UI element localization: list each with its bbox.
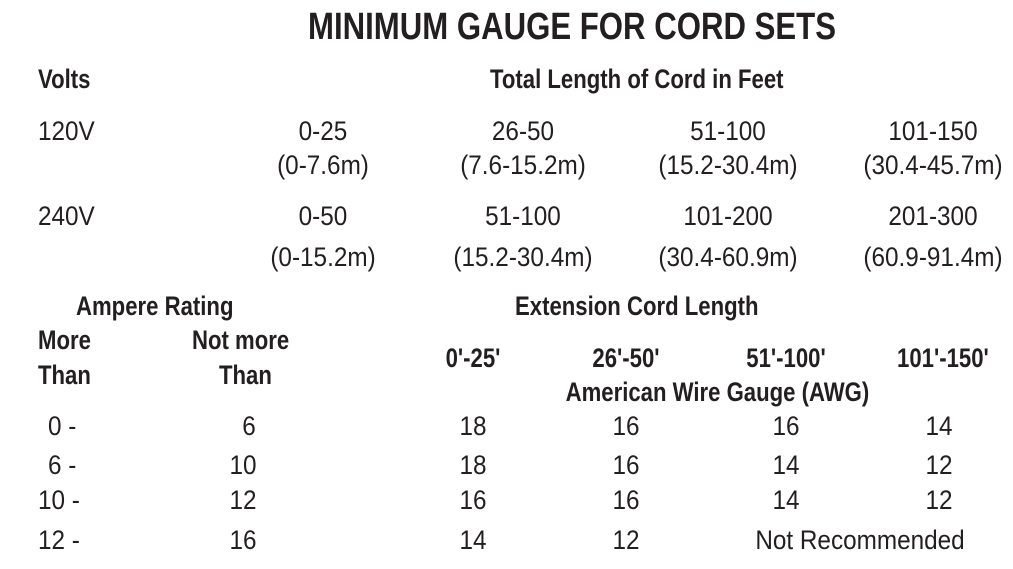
page-title: MINIMUM GAUGE FOR CORD SETS [308, 6, 836, 48]
range-ft: 0-50 [298, 201, 348, 231]
gauge-value: 16 [612, 485, 640, 515]
range-m: (60.9-91.4m) [863, 242, 1003, 272]
not-recommended-note: Not Recommended [755, 525, 965, 555]
total-length-header: Total Length of Cord in Feet [490, 64, 784, 94]
more-than-value: 6 - [48, 450, 77, 480]
more-than-value: 10 - [38, 485, 80, 515]
gauge-value: 16 [459, 485, 487, 515]
range-m: (30.4-60.9m) [658, 242, 798, 272]
length-col-header: 51'-100' [746, 343, 826, 373]
more-than-value: 12 - [38, 525, 80, 555]
gauge-value: 16 [612, 411, 640, 441]
volts-header: Volts [38, 64, 91, 94]
volts-120: 120V [38, 116, 95, 146]
not-more-than-value: 6 [242, 411, 256, 441]
not-more-than-value: 10 [229, 450, 257, 480]
gauge-value: 14 [772, 485, 800, 515]
extension-cord-length-header: Extension Cord Length [515, 291, 759, 321]
range-ft: 101-200 [683, 201, 773, 231]
length-col-header: 101'-150' [897, 343, 989, 373]
gauge-value: 18 [459, 450, 487, 480]
range-ft: 26-50 [491, 116, 555, 146]
more-than-header-line2: Than [38, 360, 91, 390]
range-m: (30.4-45.7m) [863, 150, 1003, 180]
awg-header: American Wire Gauge (AWG) [565, 377, 870, 407]
range-m: (0-7.6m) [277, 150, 369, 180]
not-more-than-header-line2: Than [219, 360, 272, 390]
range-m: (15.2-30.4m) [658, 150, 798, 180]
volts-240: 240V [38, 201, 95, 231]
more-than-header-line1: More [38, 325, 91, 355]
gauge-value: 14 [772, 450, 800, 480]
more-than-value: 0 - [48, 411, 77, 441]
not-more-than-header-line1: Not more [192, 325, 290, 355]
not-more-than-value: 12 [229, 485, 257, 515]
gauge-value: 14 [925, 411, 953, 441]
range-m: (15.2-30.4m) [453, 242, 593, 272]
gauge-value: 12 [925, 450, 953, 480]
range-m: (0-15.2m) [270, 242, 376, 272]
gauge-value: 16 [772, 411, 800, 441]
range-m: (7.6-15.2m) [460, 150, 586, 180]
gauge-value: 16 [612, 450, 640, 480]
range-ft: 51-100 [690, 116, 766, 146]
length-col-header: 26'-50' [592, 343, 660, 373]
range-ft: 0-25 [298, 116, 348, 146]
ampere-rating-header: Ampere Rating [76, 291, 234, 321]
gauge-value: 18 [459, 411, 487, 441]
range-ft: 201-300 [888, 201, 978, 231]
not-more-than-value: 16 [229, 525, 257, 555]
range-ft: 51-100 [485, 201, 561, 231]
range-ft: 101-150 [888, 116, 978, 146]
gauge-value: 12 [925, 485, 953, 515]
length-col-header: 0'-25' [445, 343, 501, 373]
gauge-value: 12 [612, 525, 640, 555]
gauge-value: 14 [459, 525, 487, 555]
